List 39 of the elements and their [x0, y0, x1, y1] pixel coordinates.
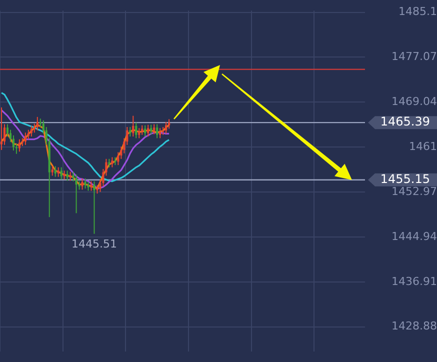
candlestick — [24, 132, 26, 146]
candlestick — [54, 166, 56, 178]
candlestick — [141, 124, 144, 136]
candlestick — [30, 125, 32, 138]
candlestick — [66, 170, 68, 182]
candlestick — [18, 138, 20, 152]
y-tick-label: 1428.88 — [392, 320, 437, 333]
candlestick — [144, 124, 146, 138]
y-tick-label: 1444.94 — [392, 230, 437, 243]
candlestick — [75, 174, 78, 214]
candlestick — [168, 118, 170, 130]
candlestick — [51, 166, 54, 176]
candlestick — [159, 128, 162, 139]
candlestick — [165, 121, 168, 134]
candlestick — [156, 124, 158, 139]
candlestick — [36, 116, 38, 131]
candlestick — [84, 178, 86, 190]
candlestick — [138, 128, 140, 139]
annotation: 1445.51 — [71, 238, 117, 251]
y-tick-label: 1477.07 — [392, 50, 437, 64]
y-tick-label: 1485.1 — [398, 5, 437, 18]
candlestick — [132, 115, 134, 138]
candlestick — [147, 124, 150, 138]
y-tick-label: 1469.04 — [392, 95, 437, 108]
y-tick-label: 1452.97 — [392, 184, 437, 198]
candlestick — [81, 178, 84, 190]
candlestick — [153, 124, 156, 135]
candlestick — [93, 180, 96, 234]
y-tick-label: 1436.91 — [392, 274, 437, 288]
candlestick — [60, 166, 62, 180]
candlestick — [0, 106, 3, 150]
candlestick — [111, 156, 114, 168]
candlestick — [150, 124, 152, 135]
candlestick — [135, 122, 138, 139]
y-tick-label: 1461 — [409, 140, 437, 154]
candlestick — [57, 166, 60, 178]
ref-line-label: 1465.39 — [380, 114, 430, 129]
candlestick — [90, 180, 92, 192]
ref-line-label: 1455.15 — [380, 172, 430, 186]
